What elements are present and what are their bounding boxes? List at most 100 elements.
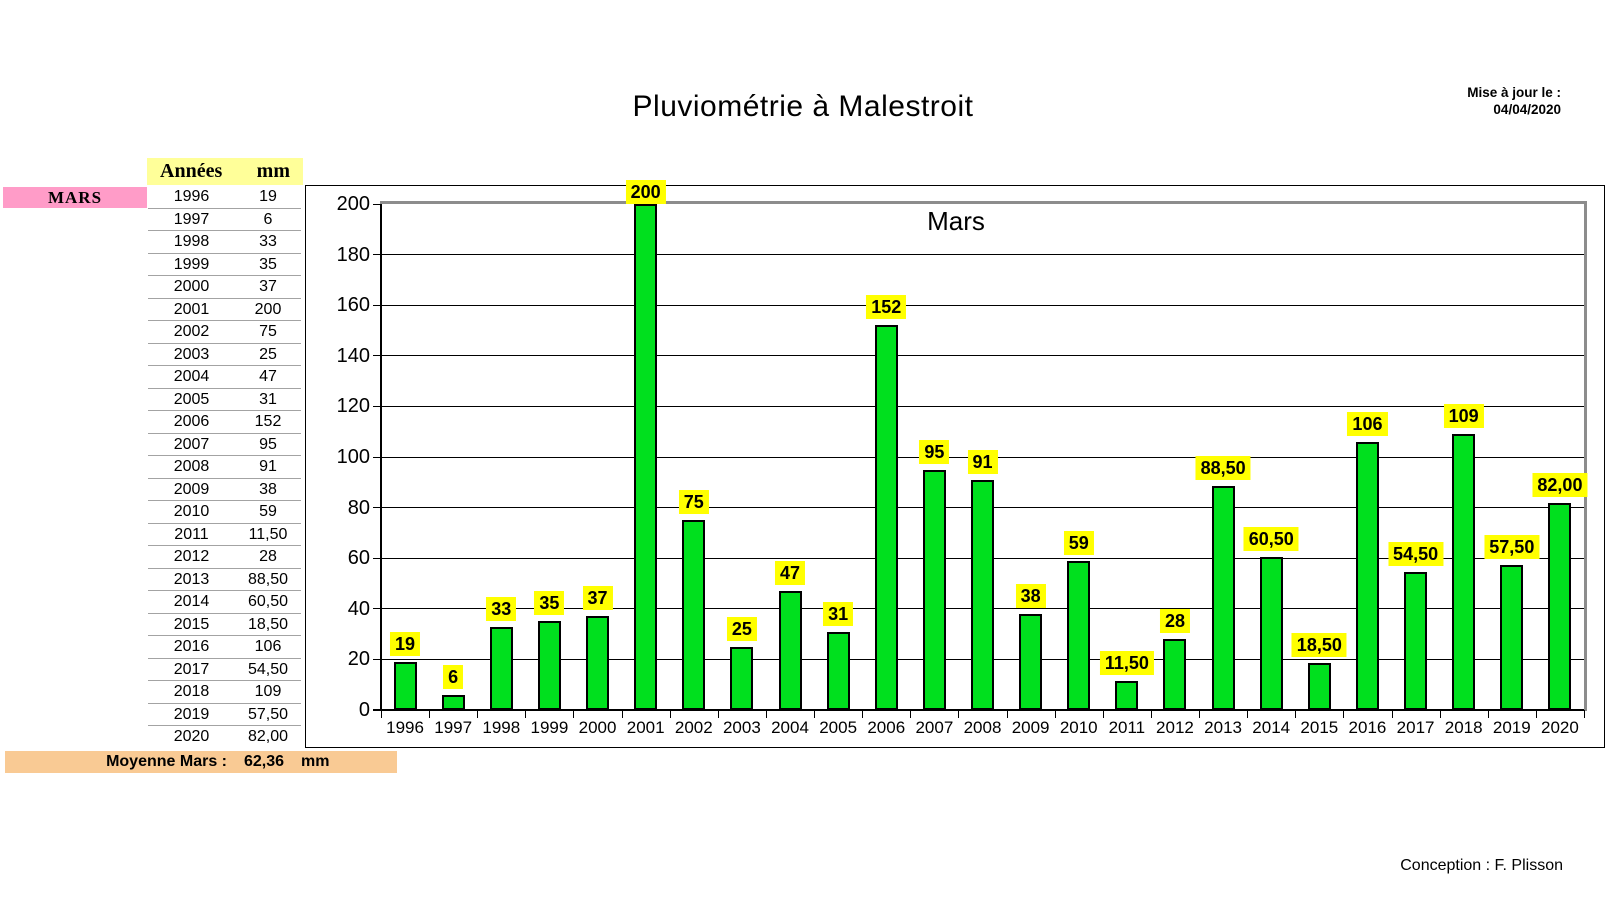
- table-header: Années mm: [147, 158, 303, 185]
- chart-gridline: [381, 304, 1584, 306]
- year-cell[interactable]: 2003: [173, 345, 210, 363]
- mm-cell[interactable]: 95: [259, 435, 277, 453]
- mm-cell[interactable]: 28: [259, 548, 277, 565]
- x-axis-tick: [429, 710, 431, 718]
- bar-2001: [634, 204, 658, 710]
- mm-cell[interactable]: 18,50: [247, 615, 289, 633]
- year-cell[interactable]: 1997: [173, 210, 210, 228]
- x-axis-label-2010: 2010: [1059, 718, 1098, 737]
- year-cell[interactable]: 2009: [173, 480, 210, 498]
- y-axis-tick: [373, 456, 381, 458]
- x-axis-label-2012: 2012: [1156, 718, 1194, 737]
- year-cell[interactable]: 2007: [173, 435, 210, 453]
- bar-value-label: 91: [967, 449, 998, 474]
- x-axis-label-2017: 2017: [1396, 718, 1435, 737]
- year-cell[interactable]: 2014: [173, 593, 210, 610]
- year-cell[interactable]: 2013: [173, 570, 210, 588]
- month-label[interactable]: MARS: [3, 187, 147, 208]
- year-cell[interactable]: 2017: [173, 660, 210, 678]
- bar-2016: [1355, 441, 1379, 710]
- year-cell[interactable]: 2011: [174, 525, 209, 543]
- mm-cell[interactable]: 38: [259, 480, 277, 498]
- bar-value-label: 82,00: [1532, 472, 1588, 497]
- x-axis-tick: [717, 710, 719, 718]
- mm-cell[interactable]: 37: [259, 278, 277, 295]
- year-cell[interactable]: 2006: [173, 413, 210, 430]
- mm-cell[interactable]: 82,00: [247, 728, 289, 745]
- bar-value-label: 75: [678, 490, 709, 515]
- year-cell[interactable]: 2018: [173, 683, 210, 700]
- average-unit: mm: [301, 753, 330, 770]
- mm-cell[interactable]: 109: [254, 683, 282, 700]
- year-cell[interactable]: 1998: [173, 233, 210, 250]
- year-cell[interactable]: 2001: [173, 300, 210, 318]
- mm-cell[interactable]: 106: [254, 638, 282, 655]
- mm-cell[interactable]: 200: [254, 300, 282, 318]
- mm-cell[interactable]: 57,50: [247, 705, 289, 723]
- bar-value-label: 18,50: [1291, 633, 1347, 658]
- year-cell[interactable]: 2016: [173, 638, 210, 655]
- table-row: 2015 18,50: [148, 614, 301, 636]
- bar-value-label: 60,50: [1243, 526, 1299, 551]
- x-axis-label-2015: 2015: [1300, 718, 1339, 737]
- x-axis-label-2003: 2003: [722, 718, 761, 737]
- mm-cell[interactable]: 35: [259, 255, 277, 273]
- mm-cell[interactable]: 59: [259, 503, 277, 520]
- year-cell[interactable]: 2008: [173, 458, 210, 475]
- y-axis-tick: [373, 557, 381, 559]
- year-cell[interactable]: 2020: [173, 728, 210, 745]
- mm-cell[interactable]: 54,50: [247, 660, 289, 678]
- column-header-mm[interactable]: mm: [256, 160, 290, 182]
- year-cell[interactable]: 2005: [173, 390, 210, 408]
- page-title: Pluviométrie à Malestroit: [632, 90, 974, 123]
- chart-title: Mars: [927, 206, 985, 236]
- average-row[interactable]: Moyenne Mars : 62,36 mm: [5, 751, 397, 773]
- year-cell[interactable]: 2019: [173, 705, 210, 723]
- x-axis-label-1996: 1996: [386, 718, 424, 737]
- table-row: 2020 82,00: [148, 726, 301, 748]
- x-axis-tick: [1487, 710, 1489, 718]
- mm-cell[interactable]: 11,50: [248, 525, 288, 543]
- year-cell[interactable]: 1999: [173, 255, 210, 273]
- table-row: 1996 19: [148, 186, 301, 209]
- year-cell[interactable]: 2004: [173, 368, 210, 385]
- y-axis-label: 180: [336, 243, 370, 266]
- year-cell[interactable]: 2012: [173, 548, 210, 565]
- x-axis-label-1998: 1998: [482, 718, 521, 737]
- bar-value-label: 28: [1159, 609, 1190, 634]
- year-cell[interactable]: 1996: [173, 188, 210, 205]
- x-axis-tick: [477, 710, 479, 718]
- column-header-years[interactable]: Années: [160, 160, 223, 182]
- table-row: 2007 95: [148, 434, 301, 456]
- table-row: 2011 11,50: [148, 524, 301, 546]
- bar-value-label: 37: [582, 586, 613, 611]
- chart-object[interactable]: Mars 0 20 40 60 80 100 120 140 160 180 200 19 1996 6 1…: [305, 180, 1605, 748]
- x-axis-label-2011: 2011: [1108, 718, 1146, 737]
- bar-2010: [1067, 560, 1091, 710]
- mm-cell[interactable]: 75: [259, 323, 277, 340]
- x-axis-tick: [910, 710, 912, 718]
- y-axis-tick: [373, 709, 381, 711]
- bar-2007: [922, 469, 946, 710]
- mm-cell[interactable]: 33: [259, 233, 277, 250]
- y-axis-label: 140: [336, 344, 370, 367]
- mm-cell[interactable]: 19: [259, 188, 277, 205]
- mm-cell[interactable]: 60,50: [247, 593, 289, 610]
- mm-cell[interactable]: 91: [259, 458, 277, 475]
- year-cell[interactable]: 2000: [173, 278, 210, 295]
- year-cell[interactable]: 2010: [173, 503, 210, 520]
- year-cell[interactable]: 2015: [173, 615, 210, 633]
- mm-cell[interactable]: 25: [259, 345, 277, 363]
- bar-2017: [1404, 572, 1428, 710]
- mm-cell[interactable]: 88,50: [247, 570, 289, 588]
- bar-value-label: 95: [919, 439, 950, 464]
- x-axis-tick: [1391, 710, 1393, 718]
- mm-cell[interactable]: 6: [263, 210, 273, 228]
- table-row: 2001 200: [148, 299, 301, 321]
- x-axis-label-2020: 2020: [1541, 718, 1579, 737]
- bar-value-label: 152: [866, 295, 907, 320]
- mm-cell[interactable]: 152: [254, 413, 282, 430]
- mm-cell[interactable]: 47: [259, 368, 277, 385]
- year-cell[interactable]: 2002: [173, 323, 210, 340]
- mm-cell[interactable]: 31: [259, 390, 277, 408]
